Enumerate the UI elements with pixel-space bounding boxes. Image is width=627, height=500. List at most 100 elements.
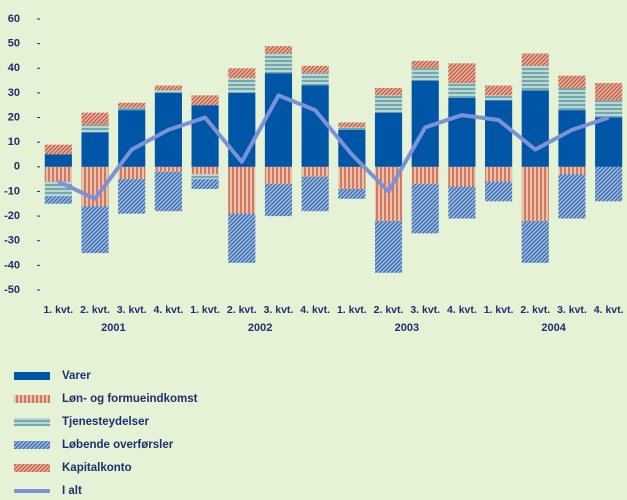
x-tick-label: 1. kvt.	[337, 304, 367, 316]
legend-label: Tjenesteydelser	[62, 416, 149, 428]
bar-segment	[191, 166, 219, 175]
x-tick-label: 1. kvt.	[43, 304, 73, 316]
bar-segment	[338, 122, 366, 128]
bar-segment	[338, 188, 366, 199]
bar-segment	[228, 213, 256, 263]
legend-swatch	[14, 441, 50, 449]
bar-segment	[191, 179, 219, 189]
bar-segment	[595, 100, 623, 118]
y-tick-label: -10	[4, 185, 20, 197]
y-tick-label: -20	[4, 210, 20, 222]
y-tick-label: -30	[4, 235, 20, 247]
bar-segment	[374, 112, 403, 167]
bar-segment	[595, 83, 623, 101]
bar-segment	[338, 129, 366, 167]
bar-segment	[411, 166, 439, 185]
year-label: 2004	[541, 322, 566, 334]
x-tick-label: 2. kvt.	[80, 304, 110, 316]
bar-segment	[485, 95, 513, 101]
y-tick-label: 30	[8, 87, 20, 99]
legend-swatch	[14, 464, 50, 472]
y-tick-label: -50	[4, 284, 20, 296]
bar-segment	[485, 166, 513, 182]
y-tick-label: -40	[4, 259, 20, 271]
x-tick-label: 4. kvt.	[300, 304, 330, 316]
bar-segment	[264, 166, 293, 185]
bar-segment	[338, 166, 366, 189]
bar-segment	[595, 166, 623, 202]
x-tick-label: 1. kvt.	[190, 304, 220, 316]
bar-segment	[595, 117, 623, 167]
x-tick-label: 2. kvt.	[227, 304, 257, 316]
bar-segment	[374, 95, 403, 113]
bar-segment	[558, 87, 586, 111]
bar-segment	[485, 181, 513, 202]
bar-segment	[191, 105, 219, 167]
year-label: 2002	[248, 322, 272, 334]
bar-segment	[411, 68, 439, 81]
bar-segment	[558, 75, 586, 88]
bar-segment	[118, 102, 146, 108]
bar-segment	[118, 110, 146, 167]
legend-swatch	[14, 372, 50, 380]
bar-segment	[44, 196, 72, 204]
bar-segment	[264, 73, 293, 167]
bar-segment	[191, 95, 219, 106]
bar-segment	[558, 166, 586, 175]
bar-segment	[44, 154, 72, 167]
bar-segment	[264, 46, 293, 54]
y-tick-label: 0	[14, 161, 20, 173]
bar-segment	[301, 176, 329, 212]
bar-segment	[558, 110, 586, 167]
y-tick-label: 10	[8, 136, 20, 148]
bar-segment	[44, 144, 72, 155]
legend-swatch	[14, 395, 50, 403]
bar-segment	[448, 63, 476, 84]
bar-segment	[521, 221, 549, 263]
bar-segment	[81, 124, 109, 133]
bar-segment	[228, 92, 256, 167]
x-tick-label: 3. kvt.	[264, 304, 294, 316]
bar-segment	[448, 186, 476, 219]
bar-segment	[485, 100, 513, 167]
bar-segment	[448, 97, 476, 167]
x-tick-label: 1. kvt.	[484, 304, 514, 316]
bar-segment	[338, 127, 366, 130]
bar-segment	[411, 60, 439, 69]
year-label: 2001	[101, 322, 125, 334]
bar-segment	[81, 206, 109, 254]
x-tick-label: 4. kvt.	[447, 304, 477, 316]
x-tick-label: 4. kvt.	[154, 304, 184, 316]
x-tick-label: 2. kvt.	[520, 304, 550, 316]
bar-segment	[411, 184, 439, 234]
bar-segment	[81, 112, 109, 125]
x-tick-label: 3. kvt.	[117, 304, 147, 316]
bar-segment	[264, 184, 293, 217]
y-tick-label: 50	[8, 38, 20, 50]
bar-segment	[154, 90, 182, 93]
bar-segment	[44, 181, 72, 197]
bar-segment	[521, 166, 549, 222]
bar-segment	[44, 166, 72, 182]
bar-segment	[264, 53, 293, 74]
legend-label: Løn- og formueindkomst	[62, 393, 198, 405]
y-tick-label: 40	[8, 62, 20, 74]
bar-segment	[154, 166, 182, 172]
bar-segment	[228, 68, 256, 79]
legend-label: I alt	[62, 485, 82, 497]
x-tick-label: 3. kvt.	[410, 304, 440, 316]
bar-segment	[448, 83, 476, 98]
year-label: 2003	[395, 322, 419, 334]
total-line	[57, 93, 610, 201]
bar-segment	[154, 85, 182, 91]
bar-segment	[301, 65, 329, 74]
bar-segment	[374, 87, 403, 96]
y-tick-label: 60	[8, 13, 20, 25]
bar-segment	[81, 132, 109, 167]
bar-segment	[118, 166, 146, 180]
bar-segment	[521, 53, 549, 66]
x-tick-label: 2. kvt.	[374, 304, 404, 316]
bar-segment	[228, 78, 256, 93]
legend-label: Løbende overførsler	[62, 439, 174, 451]
